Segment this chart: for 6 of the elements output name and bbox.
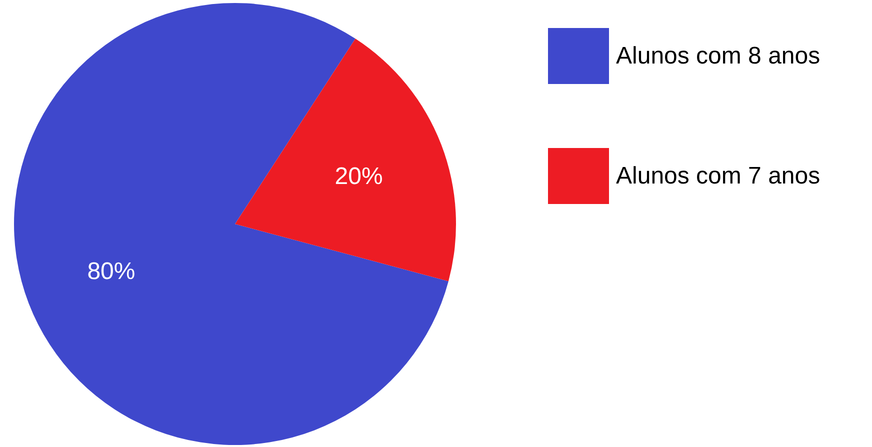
legend-label: Alunos com 7 anos (616, 162, 820, 190)
data-label: 20% (334, 162, 383, 190)
legend-label: Alunos com 8 anos (616, 42, 820, 70)
pie-slice (14, 3, 448, 445)
pie-slice (235, 38, 456, 282)
data-label: 80% (87, 258, 136, 286)
